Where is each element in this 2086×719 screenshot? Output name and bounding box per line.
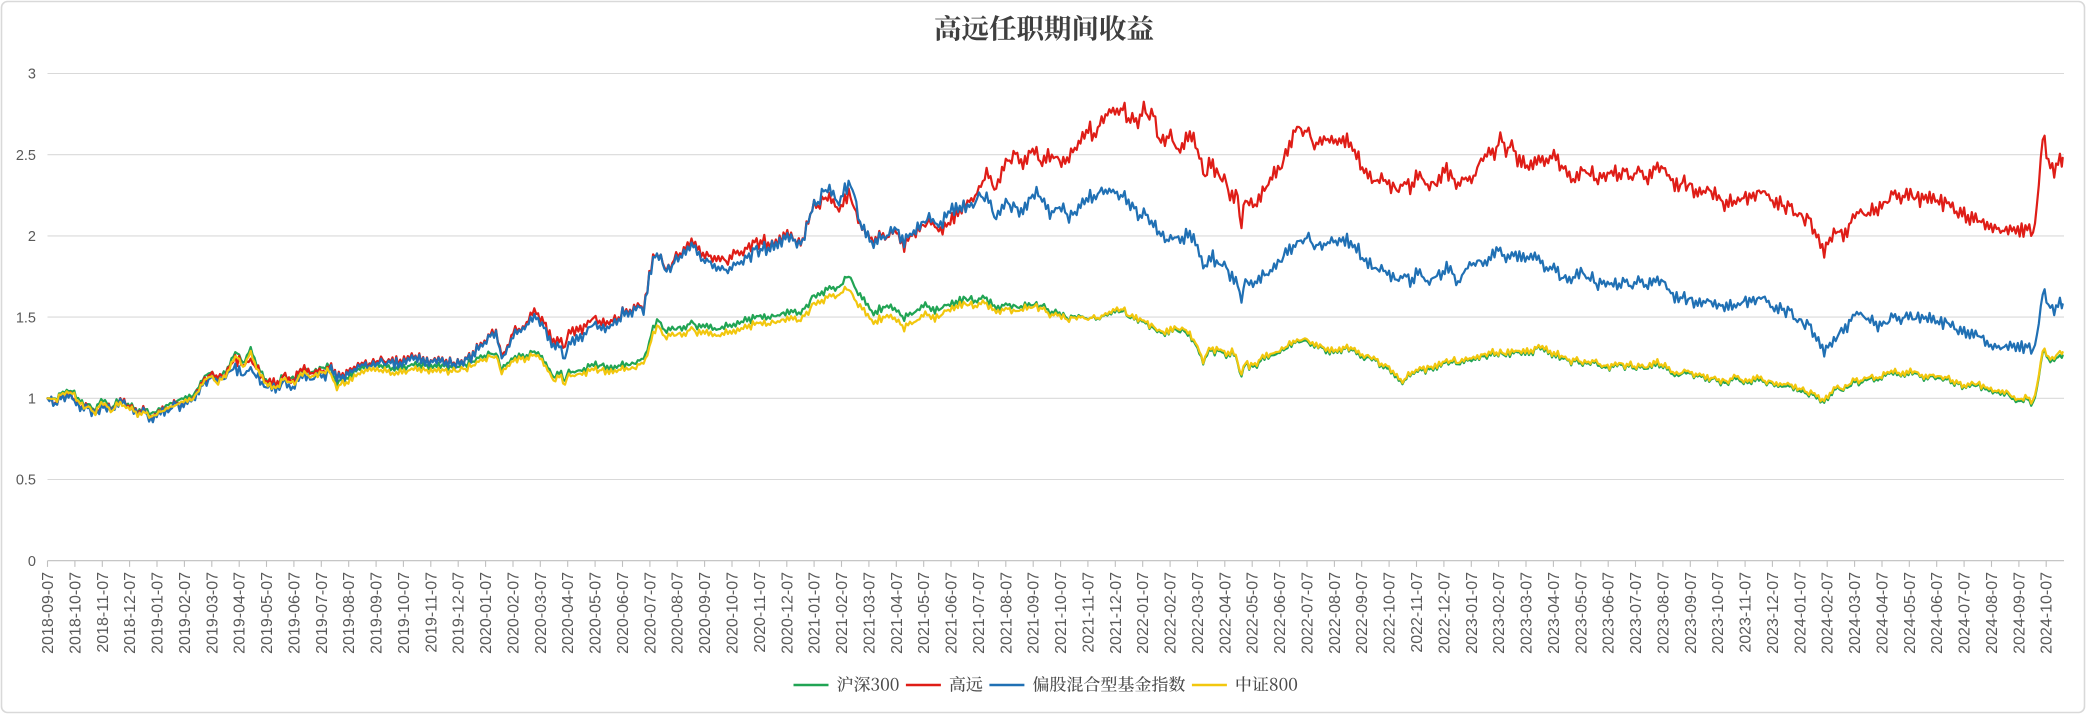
svg-text:2019-11-07: 2019-11-07 (423, 572, 440, 653)
svg-text:2019-05-07: 2019-05-07 (259, 572, 276, 654)
svg-text:2021-02-07: 2021-02-07 (834, 572, 851, 654)
svg-text:2018-10-07: 2018-10-07 (67, 572, 84, 654)
svg-text:2: 2 (28, 229, 36, 245)
svg-text:2021-05-07: 2021-05-07 (916, 572, 933, 654)
svg-text:2023-10-07: 2023-10-07 (1710, 572, 1727, 654)
svg-text:2019-10-07: 2019-10-07 (396, 572, 413, 654)
svg-text:2020-03-07: 2020-03-07 (533, 572, 550, 654)
svg-text:2019-04-07: 2019-04-07 (232, 572, 249, 654)
svg-text:2021-09-07: 2021-09-07 (1026, 572, 1043, 654)
svg-text:2019-02-07: 2019-02-07 (177, 572, 194, 654)
svg-text:2022-08-07: 2022-08-07 (1327, 572, 1344, 654)
svg-text:2021-11-07: 2021-11-07 (1080, 572, 1097, 653)
svg-text:2024-01-07: 2024-01-07 (1792, 572, 1809, 654)
svg-text:2023-12-07: 2023-12-07 (1765, 572, 1782, 654)
svg-text:2023-08-07: 2023-08-07 (1655, 572, 1672, 654)
svg-text:2023-02-07: 2023-02-07 (1491, 572, 1508, 654)
svg-text:2022-12-07: 2022-12-07 (1436, 572, 1453, 654)
svg-text:2022-10-07: 2022-10-07 (1382, 572, 1399, 654)
svg-text:2020-11-07: 2020-11-07 (752, 572, 769, 653)
svg-text:2024-02-07: 2024-02-07 (1820, 572, 1837, 654)
svg-text:2023-06-07: 2023-06-07 (1601, 572, 1618, 654)
svg-text:2018-09-07: 2018-09-07 (40, 572, 57, 654)
svg-text:2019-08-07: 2019-08-07 (341, 572, 358, 654)
svg-text:2022-01-07: 2022-01-07 (1135, 572, 1152, 654)
svg-text:2023-09-07: 2023-09-07 (1683, 572, 1700, 654)
svg-text:0.5: 0.5 (16, 473, 36, 489)
svg-text:2020-10-07: 2020-10-07 (725, 572, 742, 654)
svg-text:2021-04-07: 2021-04-07 (889, 572, 906, 654)
svg-text:2023-05-07: 2023-05-07 (1573, 572, 1590, 654)
svg-text:2020-05-07: 2020-05-07 (588, 572, 605, 654)
svg-text:2020-02-07: 2020-02-07 (506, 572, 523, 654)
svg-text:2018-12-07: 2018-12-07 (122, 572, 139, 654)
svg-text:2024-10-07: 2024-10-07 (2039, 572, 2056, 654)
svg-text:2019-12-07: 2019-12-07 (451, 572, 468, 654)
svg-text:2022-09-07: 2022-09-07 (1354, 572, 1371, 654)
svg-text:2023-03-07: 2023-03-07 (1519, 572, 1536, 654)
svg-text:2022-05-07: 2022-05-07 (1245, 572, 1262, 654)
svg-text:2021-10-07: 2021-10-07 (1053, 572, 1070, 654)
svg-text:2021-01-07: 2021-01-07 (807, 572, 824, 654)
svg-text:2018-11-07: 2018-11-07 (95, 572, 112, 653)
svg-text:2019-03-07: 2019-03-07 (204, 572, 221, 654)
svg-text:2022-06-07: 2022-06-07 (1272, 572, 1289, 654)
svg-text:2021-08-07: 2021-08-07 (998, 572, 1015, 654)
svg-text:1: 1 (28, 392, 36, 408)
svg-text:2024-06-07: 2024-06-07 (1929, 572, 1946, 654)
svg-text:2022-07-07: 2022-07-07 (1300, 572, 1317, 654)
svg-text:2021-06-07: 2021-06-07 (944, 572, 961, 654)
svg-text:2024-08-07: 2024-08-07 (1984, 572, 2001, 654)
svg-text:2019-01-07: 2019-01-07 (150, 572, 167, 654)
svg-text:1.5: 1.5 (16, 310, 36, 326)
svg-text:2024-07-07: 2024-07-07 (1957, 572, 1974, 654)
svg-text:2022-02-07: 2022-02-07 (1163, 572, 1180, 654)
svg-text:2020-09-07: 2020-09-07 (697, 572, 714, 654)
svg-text:2023-04-07: 2023-04-07 (1546, 572, 1563, 654)
svg-text:2023-07-07: 2023-07-07 (1628, 572, 1645, 654)
svg-text:2020-08-07: 2020-08-07 (670, 572, 687, 654)
svg-text:2020-12-07: 2020-12-07 (779, 572, 796, 654)
svg-text:2023-11-07: 2023-11-07 (1738, 572, 1755, 653)
svg-text:2021-07-07: 2021-07-07 (971, 572, 988, 654)
svg-text:2019-07-07: 2019-07-07 (314, 572, 331, 654)
svg-text:0: 0 (28, 554, 36, 570)
svg-text:2023-01-07: 2023-01-07 (1464, 572, 1481, 654)
svg-text:2022-04-07: 2022-04-07 (1217, 572, 1234, 654)
svg-text:2024-09-07: 2024-09-07 (2011, 572, 2028, 654)
svg-text:2021-12-07: 2021-12-07 (1108, 572, 1125, 654)
svg-text:2020-07-07: 2020-07-07 (642, 572, 659, 654)
svg-text:2.5: 2.5 (16, 148, 36, 164)
svg-text:2019-06-07: 2019-06-07 (286, 572, 303, 654)
svg-text:2020-04-07: 2020-04-07 (560, 572, 577, 654)
svg-text:2020-06-07: 2020-06-07 (615, 572, 632, 654)
svg-text:2024-05-07: 2024-05-07 (1902, 572, 1919, 654)
svg-text:2024-04-07: 2024-04-07 (1875, 572, 1892, 654)
svg-text:2020-01-07: 2020-01-07 (478, 572, 495, 654)
svg-text:2022-11-07: 2022-11-07 (1409, 572, 1426, 653)
svg-text:2021-03-07: 2021-03-07 (861, 572, 878, 654)
svg-text:2019-09-07: 2019-09-07 (369, 572, 386, 654)
svg-text:2022-03-07: 2022-03-07 (1190, 572, 1207, 654)
svg-text:2024-03-07: 2024-03-07 (1847, 572, 1864, 654)
svg-text:3: 3 (28, 67, 36, 83)
